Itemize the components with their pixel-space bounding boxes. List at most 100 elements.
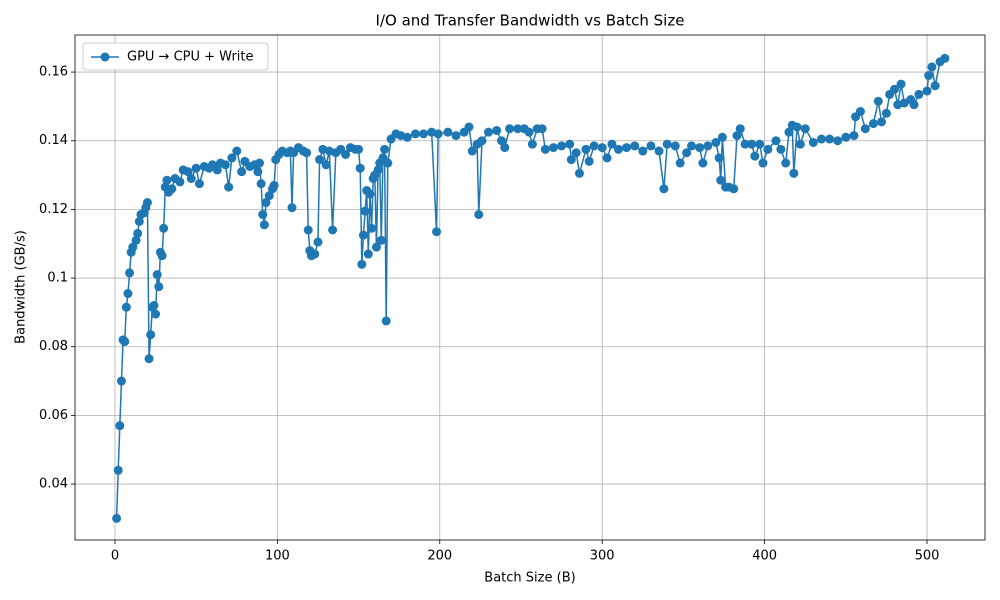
data-point (540, 144, 550, 154)
data-point (735, 124, 745, 134)
data-point (613, 144, 623, 154)
data-point (328, 225, 338, 235)
data-point (548, 143, 558, 153)
y-tick-label: 0.12 (39, 202, 68, 217)
data-point (747, 139, 757, 149)
data-point (795, 139, 805, 149)
data-point (264, 191, 274, 201)
data-point (808, 137, 818, 147)
data-point (675, 158, 685, 168)
data-point (496, 136, 506, 146)
data-point (940, 53, 950, 63)
data-point (360, 206, 370, 216)
data-point (157, 251, 167, 261)
data-point (784, 127, 794, 137)
data-point (732, 131, 742, 141)
data-point (638, 146, 648, 156)
data-point (464, 122, 474, 132)
data-point (313, 237, 323, 247)
data-point (581, 144, 591, 154)
data-point (771, 136, 781, 146)
data-point (220, 160, 230, 170)
data-point (698, 158, 708, 168)
data-point (670, 141, 680, 151)
data-point (159, 223, 169, 233)
data-point (142, 198, 152, 208)
data-point (566, 155, 576, 165)
data-point (622, 143, 632, 153)
data-point (467, 146, 477, 156)
data-point (152, 270, 162, 280)
data-point (574, 168, 584, 178)
data-point (607, 139, 617, 149)
data-point (357, 259, 367, 269)
data-point (402, 132, 412, 142)
data-point (269, 180, 279, 190)
data-point (763, 144, 773, 154)
data-point (123, 289, 133, 299)
x-tick-label: 200 (427, 549, 452, 564)
data-point (175, 177, 185, 187)
y-tick-label: 0.14 (39, 133, 68, 148)
x-axis-label: Batch Size (B) (484, 571, 575, 586)
x-tick-label: 300 (590, 549, 615, 564)
data-point (256, 179, 266, 189)
x-tick-label: 100 (265, 549, 290, 564)
data-point (355, 163, 365, 173)
data-point (868, 119, 878, 129)
x-tick-label: 0 (111, 549, 119, 564)
data-point (500, 143, 510, 153)
axes-frame (74, 34, 986, 541)
data-point (703, 141, 713, 151)
data-point (602, 153, 612, 163)
data-point (125, 268, 135, 278)
x-tick-label: 400 (752, 549, 777, 564)
data-point (781, 158, 791, 168)
data-point (191, 163, 201, 173)
data-point (433, 129, 443, 139)
data-point (687, 141, 697, 151)
data-point (505, 124, 515, 134)
data-point (367, 223, 377, 233)
data-point (833, 136, 843, 146)
data-point (589, 141, 599, 151)
y-tick-label: 0.08 (39, 339, 68, 354)
data-point (792, 122, 802, 132)
data-point (261, 198, 271, 208)
data-point (711, 137, 721, 147)
data-point (194, 179, 204, 189)
data-point (253, 167, 263, 177)
data-point (758, 158, 768, 168)
data-point (212, 165, 222, 175)
data-point (376, 235, 386, 245)
data-point (112, 513, 122, 523)
data-point (877, 117, 887, 127)
y-tick-label: 0.1 (47, 271, 68, 286)
data-point (717, 132, 727, 142)
data-point (537, 124, 547, 134)
data-point (358, 230, 368, 240)
data-point (302, 148, 312, 158)
data-point (646, 141, 656, 151)
data-point (237, 167, 247, 177)
data-point (383, 158, 393, 168)
data-point (144, 354, 154, 364)
data-point (659, 184, 669, 194)
data-point (524, 127, 534, 137)
data-point (513, 124, 523, 134)
data-point (451, 131, 461, 141)
data-point (162, 175, 172, 185)
data-point (315, 155, 325, 165)
data-point (134, 216, 144, 226)
data-point (258, 210, 268, 220)
data-point (860, 124, 870, 134)
data-point (914, 89, 924, 99)
data-point (557, 141, 567, 151)
data-point (131, 235, 141, 245)
data-point (167, 184, 177, 194)
y-tick-label: 0.06 (39, 408, 68, 423)
data-point (303, 225, 313, 235)
data-point (232, 146, 242, 156)
data-point (924, 71, 934, 81)
